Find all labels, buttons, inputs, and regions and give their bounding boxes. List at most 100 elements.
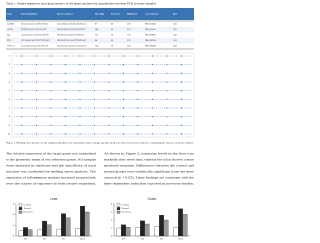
bar [125, 227, 131, 237]
figure-marker [166, 98, 168, 100]
figure-marker [64, 90, 67, 92]
table-cell: 1.95 [127, 34, 131, 36]
legend-label: Treated [24, 207, 32, 210]
figure-marker [122, 55, 125, 57]
figure-marker [108, 81, 110, 83]
figure-marker [50, 55, 52, 57]
figure-marker [79, 72, 81, 74]
table-cell: [16] [173, 45, 177, 47]
legend-label: Recovery [122, 211, 132, 214]
figure-marker [108, 55, 110, 57]
figure-caption: Figure 1. Melting curve profiles of the … [6, 142, 194, 145]
figure-marker [137, 107, 139, 109]
y-tick-label: 6 [13, 203, 15, 206]
figure-marker [180, 72, 183, 74]
x-tick-label: D3 [43, 238, 47, 241]
table-cell: 2.01 [127, 29, 131, 31]
figure-marker [93, 124, 96, 126]
figure-marker [122, 81, 125, 83]
table-cell: 132 [95, 34, 98, 36]
table-cell: NM_002046 [145, 23, 156, 25]
figure-marker [122, 90, 125, 92]
figure-marker [180, 124, 183, 126]
figure-marker [137, 64, 139, 66]
figure-marker [137, 72, 139, 74]
figure-marker [79, 98, 81, 100]
figure-marker [64, 124, 67, 126]
table-cell: NM_000499 [145, 45, 156, 47]
bar [84, 211, 90, 237]
figure-marker [50, 133, 52, 135]
bar [61, 213, 66, 237]
bar [37, 229, 43, 237]
figure-marker [151, 72, 154, 74]
figure-marker [21, 124, 23, 126]
figure-marker [180, 55, 183, 57]
x-tick-label: D1 [24, 238, 28, 241]
figure-marker [151, 81, 154, 83]
table-header-cell: Accession no. [145, 13, 159, 16]
bar [65, 217, 71, 237]
figure-marker [93, 72, 96, 74]
figure-marker [180, 107, 183, 109]
figure-marker [137, 55, 139, 57]
figure-marker [151, 55, 154, 57]
chart-title: Liver [50, 197, 58, 201]
table-cell: ACTB [7, 28, 13, 31]
bar [121, 224, 126, 237]
table-cell: GCCCAGGAAGAGAAAGACCT [57, 44, 87, 47]
figure-marker [35, 124, 38, 126]
figure-marker [151, 98, 154, 100]
figure-marker [137, 90, 139, 92]
figure-marker [93, 98, 96, 100]
figure-marker [35, 64, 38, 66]
figure-marker [166, 107, 168, 109]
bar [80, 205, 85, 237]
body-text-line: over the course of exposure in both tiss… [6, 183, 97, 186]
table-cell: [12] [173, 29, 177, 31]
figure-marker [122, 116, 125, 118]
figure-marker [79, 81, 81, 83]
table-header-cell: Gene [7, 13, 12, 16]
body-text-line: reaction was confirmed by melting curve … [6, 171, 97, 174]
figure-marker [50, 107, 52, 109]
table-cell: AGACAGCCACTCACCTCTTC [21, 33, 50, 36]
bar [46, 224, 52, 237]
legend-swatch [18, 207, 23, 210]
figure-marker [21, 90, 23, 92]
figure-marker [64, 81, 67, 83]
figure-marker [180, 98, 183, 100]
figure-marker [180, 116, 183, 118]
table-header-cell: Size (bp) [95, 13, 104, 16]
figure-row-label: 3 [9, 72, 11, 75]
table-cell: GAPDH [7, 22, 15, 25]
figure-marker [35, 133, 38, 135]
table-cell: 84 [95, 40, 97, 42]
figure-marker [93, 133, 96, 135]
figure-marker [122, 133, 125, 135]
figure-marker [21, 98, 23, 100]
figure-marker [21, 64, 23, 66]
bar [178, 208, 183, 237]
table-cell: NM_000600 [145, 34, 156, 36]
y-tick-label: 2 [111, 219, 113, 222]
table-cell: 60 [111, 29, 113, 31]
body-text-line: The relative expression of the target ge… [6, 153, 97, 156]
figure-marker [21, 116, 23, 118]
figure-marker [108, 64, 110, 66]
table-cell: [12] [173, 23, 177, 25]
chart-title: Colon [148, 197, 157, 201]
figure-marker [79, 124, 81, 126]
figure-marker [151, 124, 154, 126]
x-tick-label: D14 [80, 238, 85, 241]
figure-marker [79, 55, 81, 57]
figure-row-label: 6 [9, 98, 11, 101]
bar [173, 227, 179, 237]
figure-marker [50, 90, 52, 92]
bar [182, 214, 188, 237]
figure-marker [79, 64, 81, 66]
figure-marker [50, 64, 52, 66]
table-header-cell: Tm (°C) [111, 13, 120, 16]
figure-marker [151, 116, 154, 118]
figure-marker [50, 124, 52, 126]
